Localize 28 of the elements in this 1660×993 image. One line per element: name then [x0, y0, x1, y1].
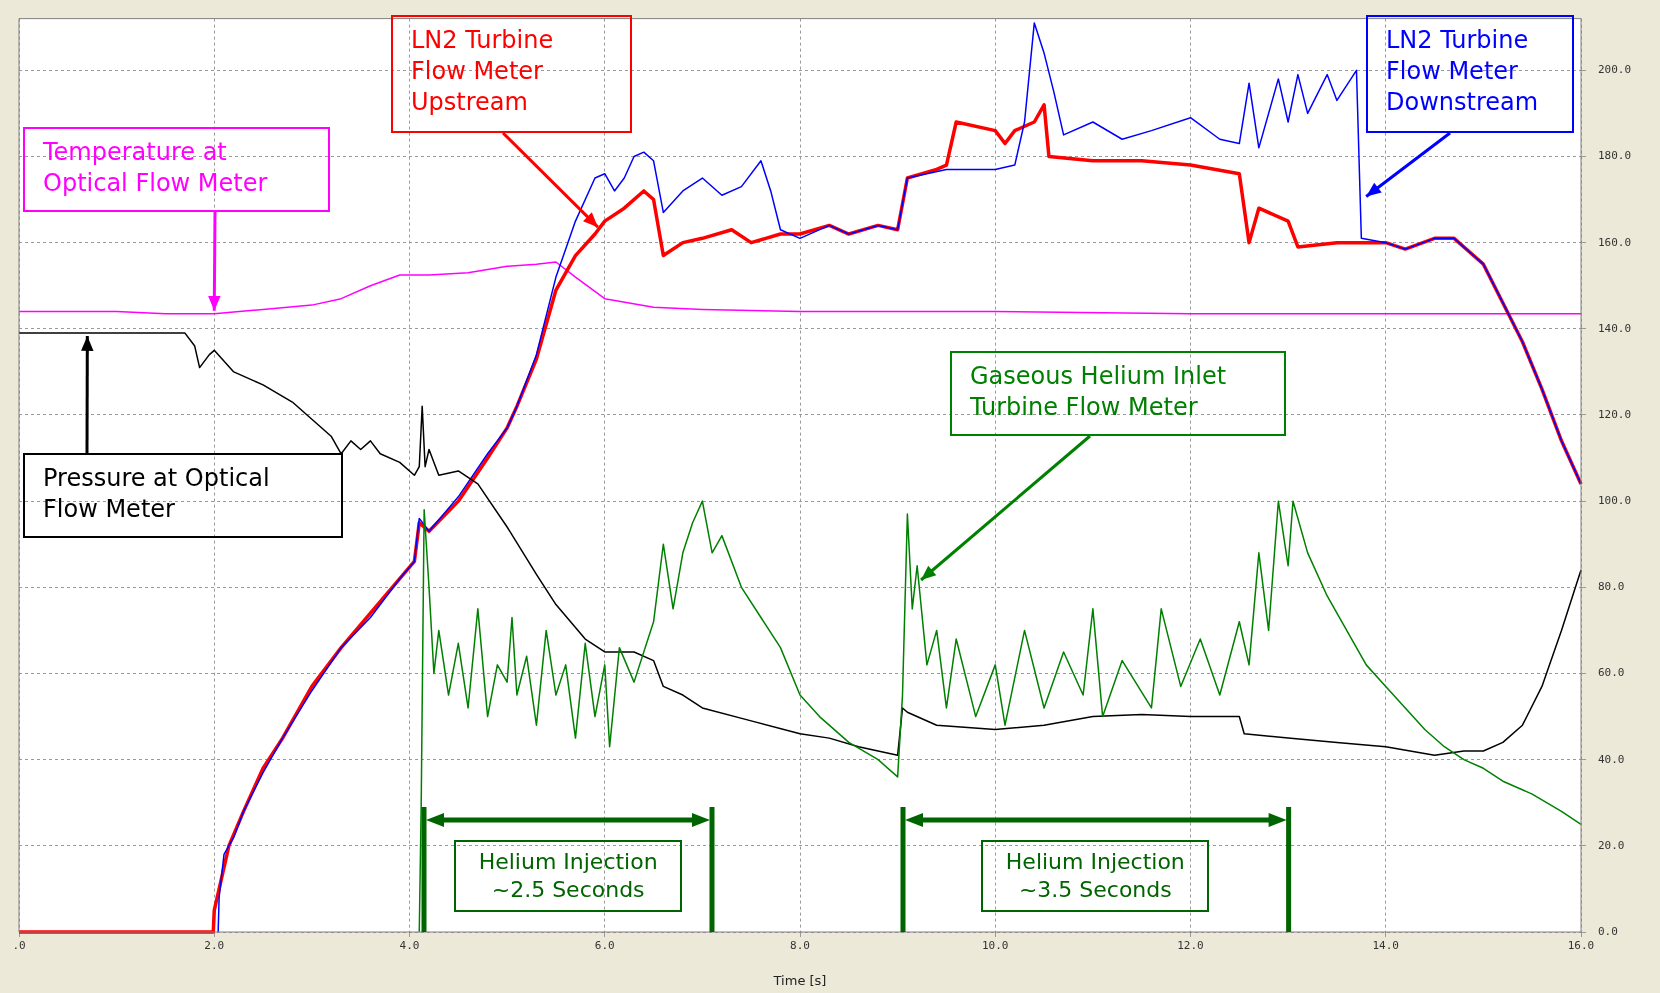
x-tick-label: 4.0 — [399, 939, 420, 953]
annotation: Helium Injection ~2.5 Seconds — [454, 840, 683, 912]
y-tick-label: 160.0 — [1598, 235, 1632, 249]
x-tick-label: .0 — [12, 939, 26, 953]
text: Gaseous Helium Inlet Turbine Flow Meter — [950, 351, 1286, 436]
y-tick-label: 60.0 — [1598, 666, 1625, 680]
y-tick-label: 140.0 — [1598, 321, 1632, 335]
y-tick-label: 80.0 — [1598, 580, 1625, 594]
x-tick-label: 12.0 — [1177, 939, 1204, 953]
text: Temperature at Optical Flow Meter — [23, 127, 330, 212]
y-tick-label: 100.0 — [1598, 494, 1632, 508]
x-tick-label: 8.0 — [790, 939, 810, 953]
y-tick-label: 40.0 — [1598, 752, 1625, 766]
y-tick-label: 0.0 — [1598, 924, 1618, 938]
x-tick-label: 14.0 — [1372, 939, 1399, 953]
x-tick-label: 16.0 — [1567, 939, 1595, 953]
y-tick-label: 120.0 — [1598, 407, 1632, 421]
text: Pressure at Optical Flow Meter — [23, 453, 343, 538]
annotation: Helium Injection ~3.5 Seconds — [981, 840, 1210, 912]
series-label: LN2 Turbine Flow Meter Downstream — [1366, 15, 1574, 133]
y-tick-label: 20.0 — [1598, 838, 1625, 852]
x-tick-label: 2.0 — [204, 939, 225, 953]
x-tick-label: 10.0 — [982, 939, 1009, 953]
y-tick-label: 180.0 — [1598, 149, 1632, 163]
x-tick-label: 6.0 — [594, 939, 615, 953]
x-axis-title: Time [s] — [772, 972, 827, 988]
y-tick-label: 200.0 — [1598, 63, 1632, 77]
text: LN2 Turbine Flow Meter Upstream — [391, 15, 632, 133]
